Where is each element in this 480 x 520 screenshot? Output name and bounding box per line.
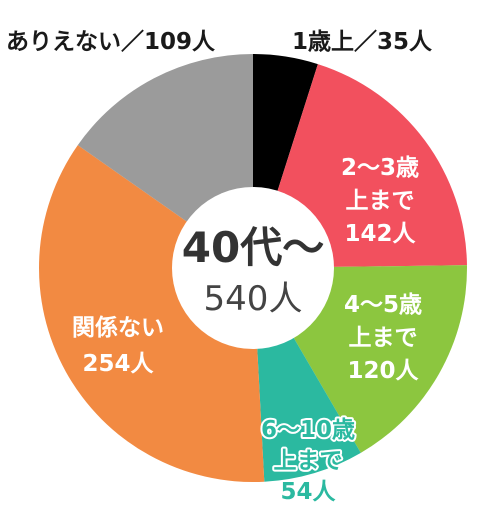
slice-label-3-line-2: 54人 (280, 479, 336, 505)
header-label-arienai: ありえない／109人 (6, 29, 216, 55)
pie-slice-4 (39, 145, 265, 482)
slice-label-1-line-0: 2〜3歳 (341, 155, 419, 181)
center-label-count: 540人 (204, 279, 303, 319)
slice-label-4-line-1: 254人 (82, 351, 154, 377)
header-label-1sai-ue: 1歳上／35人 (292, 29, 433, 55)
slice-label-4-line-0: 関係ない (72, 315, 164, 341)
slice-label-1-line-1: 上まで (346, 188, 415, 214)
slice-label-3-line-1: 上まで (274, 448, 343, 474)
slice-label-2-line-2: 120人 (347, 358, 419, 384)
slice-label-3-line-0: 6〜10歳 (261, 417, 355, 443)
center-label-title: 40代〜 (182, 223, 324, 272)
slice-label-2-line-0: 4〜5歳 (344, 292, 422, 318)
slice-label-1-line-2: 142人 (344, 221, 416, 247)
center-hole (172, 187, 334, 349)
slice-label-2-line-1: 上まで (349, 325, 418, 351)
labels-layer: 2〜3歳上まで142人4〜5歳上まで120人6〜10歳上まで54人関係ない254… (72, 155, 422, 507)
